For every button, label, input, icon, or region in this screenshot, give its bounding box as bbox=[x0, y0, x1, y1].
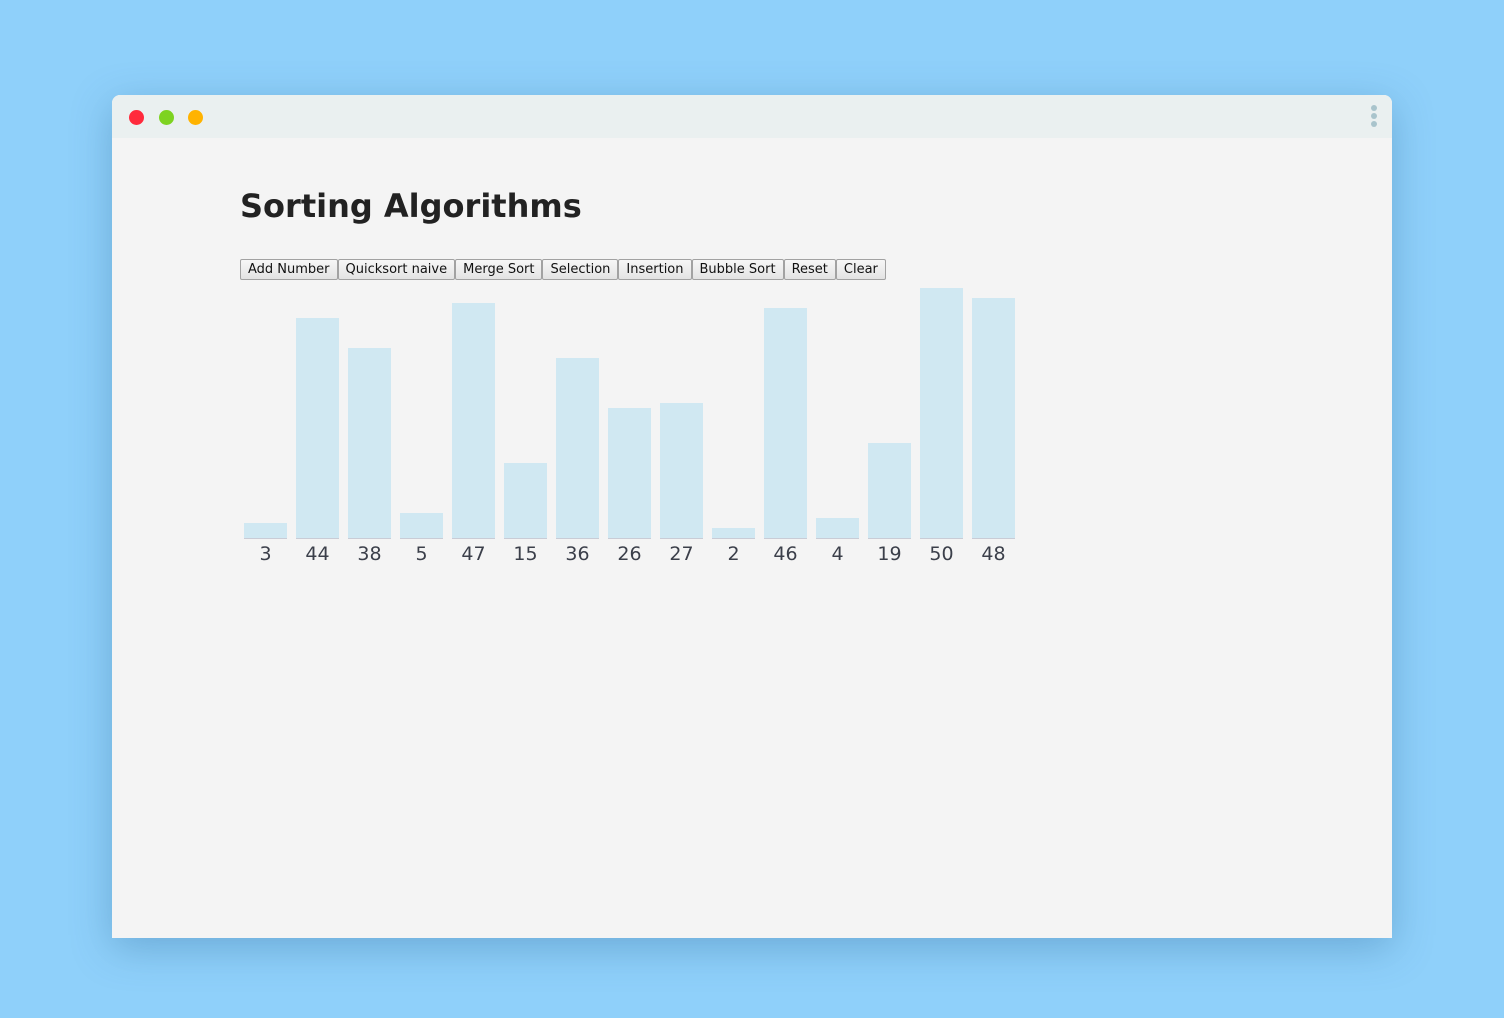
bar-value-label: 5 bbox=[415, 543, 427, 565]
bar-value-label: 46 bbox=[773, 543, 797, 565]
bar bbox=[608, 408, 651, 538]
bar-value-label: 19 bbox=[877, 543, 901, 565]
bar bbox=[296, 318, 339, 538]
bar bbox=[660, 403, 703, 538]
bar bbox=[712, 528, 755, 538]
merge-sort-button[interactable]: Merge Sort bbox=[455, 259, 543, 280]
maximize-window-icon[interactable] bbox=[159, 110, 174, 125]
bar-value-label: 48 bbox=[981, 543, 1005, 565]
close-window-icon[interactable] bbox=[129, 110, 144, 125]
bar-chart: 3 44 38 5 47 15 36 26 27 2 46 4 19 50 48 bbox=[224, 275, 1024, 575]
bar bbox=[764, 308, 807, 538]
bar-value-label: 2 bbox=[727, 543, 739, 565]
browser-window: Sorting Algorithms Add Number Quicksort … bbox=[112, 95, 1392, 938]
clear-button[interactable]: Clear bbox=[835, 259, 886, 280]
bar-value-label: 15 bbox=[513, 543, 537, 565]
bar-value-label: 27 bbox=[669, 543, 693, 565]
bar-value-label: 3 bbox=[259, 543, 271, 565]
bar bbox=[452, 303, 495, 538]
more-options-icon[interactable] bbox=[1370, 105, 1378, 129]
bar-value-label: 36 bbox=[565, 543, 589, 565]
bubble-sort-button[interactable]: Bubble Sort bbox=[691, 259, 784, 280]
bar bbox=[504, 463, 547, 538]
bar bbox=[972, 298, 1015, 538]
bar-value-label: 26 bbox=[617, 543, 641, 565]
bar-value-label: 44 bbox=[305, 543, 329, 565]
bar bbox=[348, 348, 391, 538]
bar bbox=[400, 513, 443, 538]
bar-value-label: 38 bbox=[357, 543, 381, 565]
bar bbox=[244, 523, 287, 538]
page-title: Sorting Algorithms bbox=[240, 187, 582, 225]
bar-value-label: 47 bbox=[461, 543, 485, 565]
add-number-button[interactable]: Add Number bbox=[240, 259, 338, 280]
bar bbox=[556, 358, 599, 538]
minimize-window-icon[interactable] bbox=[188, 110, 203, 125]
reset-button[interactable]: Reset bbox=[783, 259, 836, 280]
bar-chart-svg: 3 44 38 5 47 15 36 26 27 2 46 4 19 50 48 bbox=[244, 288, 1015, 565]
sort-toolbar: Add Number Quicksort naive Merge Sort Se… bbox=[240, 259, 886, 280]
bar bbox=[816, 518, 859, 538]
bar-value-label: 50 bbox=[929, 543, 953, 565]
selection-sort-button[interactable]: Selection bbox=[542, 259, 619, 280]
bar-value-label: 4 bbox=[831, 543, 843, 565]
window-titlebar bbox=[112, 95, 1392, 138]
bar bbox=[920, 288, 963, 538]
bar bbox=[868, 443, 911, 538]
insertion-sort-button[interactable]: Insertion bbox=[618, 259, 692, 280]
quicksort-naive-button[interactable]: Quicksort naive bbox=[337, 259, 456, 280]
